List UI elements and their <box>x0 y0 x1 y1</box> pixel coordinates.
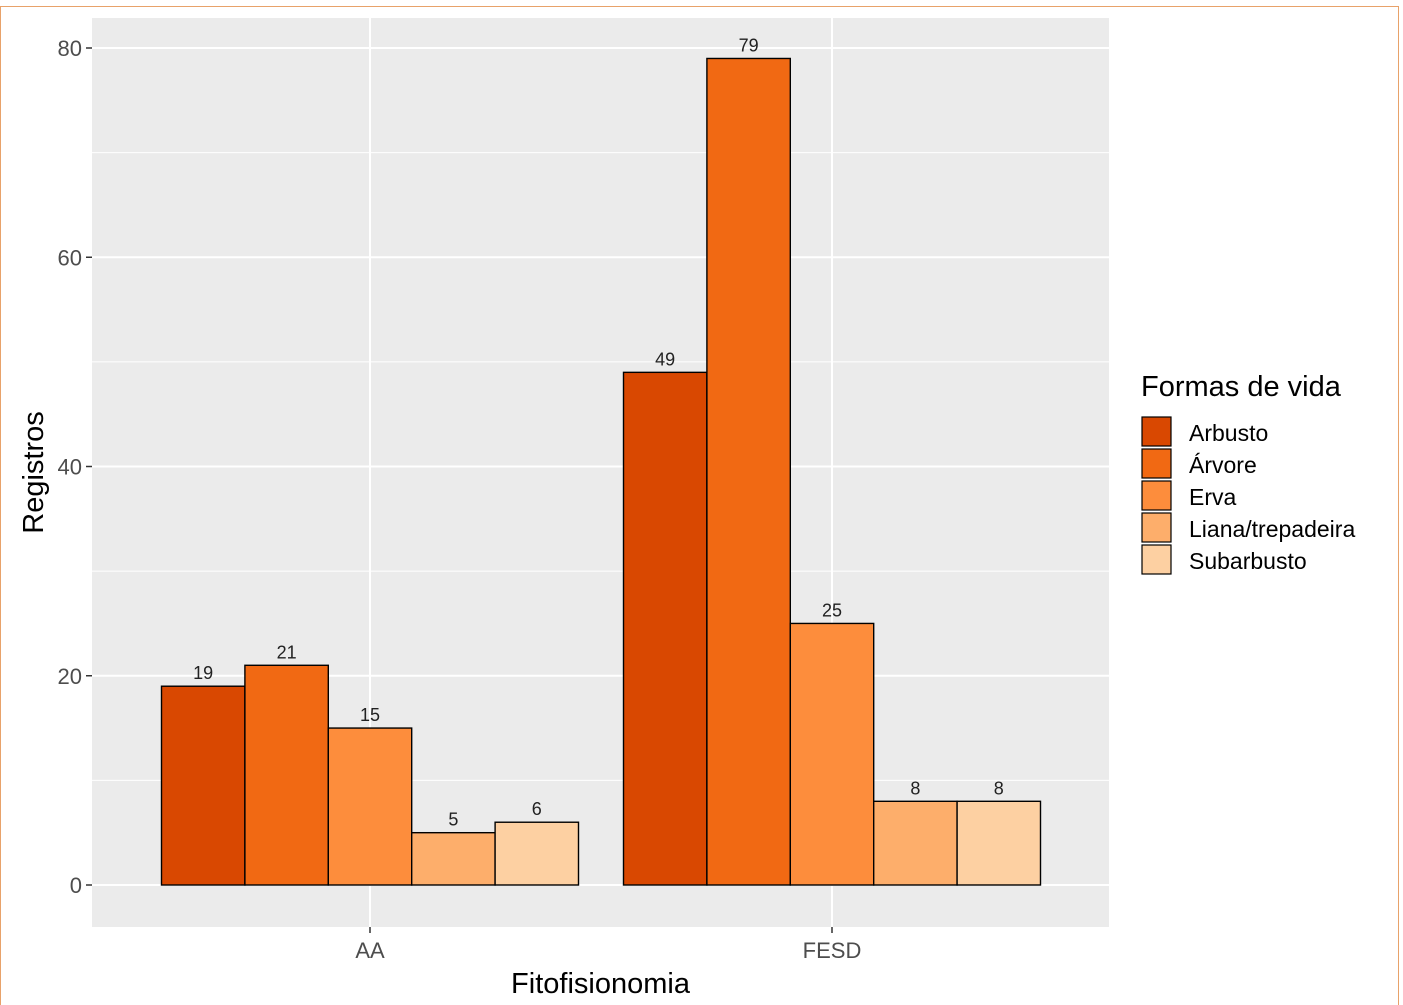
legend-key <box>1141 512 1172 543</box>
x-tick-label: AA <box>355 938 385 963</box>
legend-label: Subarbusto <box>1189 548 1307 574</box>
bar-value-label: 8 <box>994 778 1004 798</box>
legend-label: Arbusto <box>1189 420 1268 446</box>
legend-key <box>1141 544 1172 575</box>
bar <box>622 371 708 886</box>
legend-key <box>1141 416 1172 447</box>
x-axis: AA FESD <box>355 927 861 963</box>
bar-value-label: 8 <box>910 778 920 798</box>
figure-border <box>0 6 1399 1005</box>
legend-title: Formas de vida <box>1141 371 1342 403</box>
legend: Formas de vida Arbusto Árvore Erva Liana/tr… <box>1141 371 1355 575</box>
bar <box>789 622 875 886</box>
y-tick-label: 60 <box>58 245 82 270</box>
legend-key <box>1141 448 1172 479</box>
bar <box>327 727 413 886</box>
bar <box>160 685 246 886</box>
bar-value-label: 21 <box>277 642 297 662</box>
legend-key <box>1141 480 1172 511</box>
bar <box>956 800 1042 886</box>
legend-label: Liana/trepadeira <box>1189 516 1355 542</box>
bar-labels-group: 19 21 15 5 6 49 79 25 8 8 <box>193 35 1004 829</box>
bar <box>494 821 580 886</box>
x-axis-title: Fitofisionomia <box>511 968 691 1000</box>
bar <box>244 664 329 886</box>
bar-value-label: 5 <box>448 810 458 830</box>
bar-value-label: 6 <box>532 799 542 819</box>
y-tick-label: 80 <box>58 36 82 61</box>
y-axis: 0 20 40 60 80 <box>58 36 92 898</box>
y-axis-title: Registros <box>18 411 50 534</box>
bar-value-label: 15 <box>360 705 380 725</box>
legend-items: Arbusto Árvore Erva Liana/trepadeira Subarbu… <box>1141 416 1355 575</box>
bar-value-label: 25 <box>822 600 842 620</box>
bar-value-label: 19 <box>193 663 213 683</box>
legend-label: Árvore <box>1189 452 1257 478</box>
x-tick-label: FESD <box>803 938 862 963</box>
legend-label: Erva <box>1189 484 1237 510</box>
bar <box>411 831 496 886</box>
bar <box>706 57 792 886</box>
bars-group <box>160 57 1042 886</box>
y-tick-label: 0 <box>70 873 82 898</box>
bar-value-label: 49 <box>655 349 675 369</box>
bar-value-label: 79 <box>739 35 759 55</box>
y-tick-label: 40 <box>58 455 82 480</box>
y-tick-label: 20 <box>58 664 82 689</box>
bar <box>873 800 958 886</box>
